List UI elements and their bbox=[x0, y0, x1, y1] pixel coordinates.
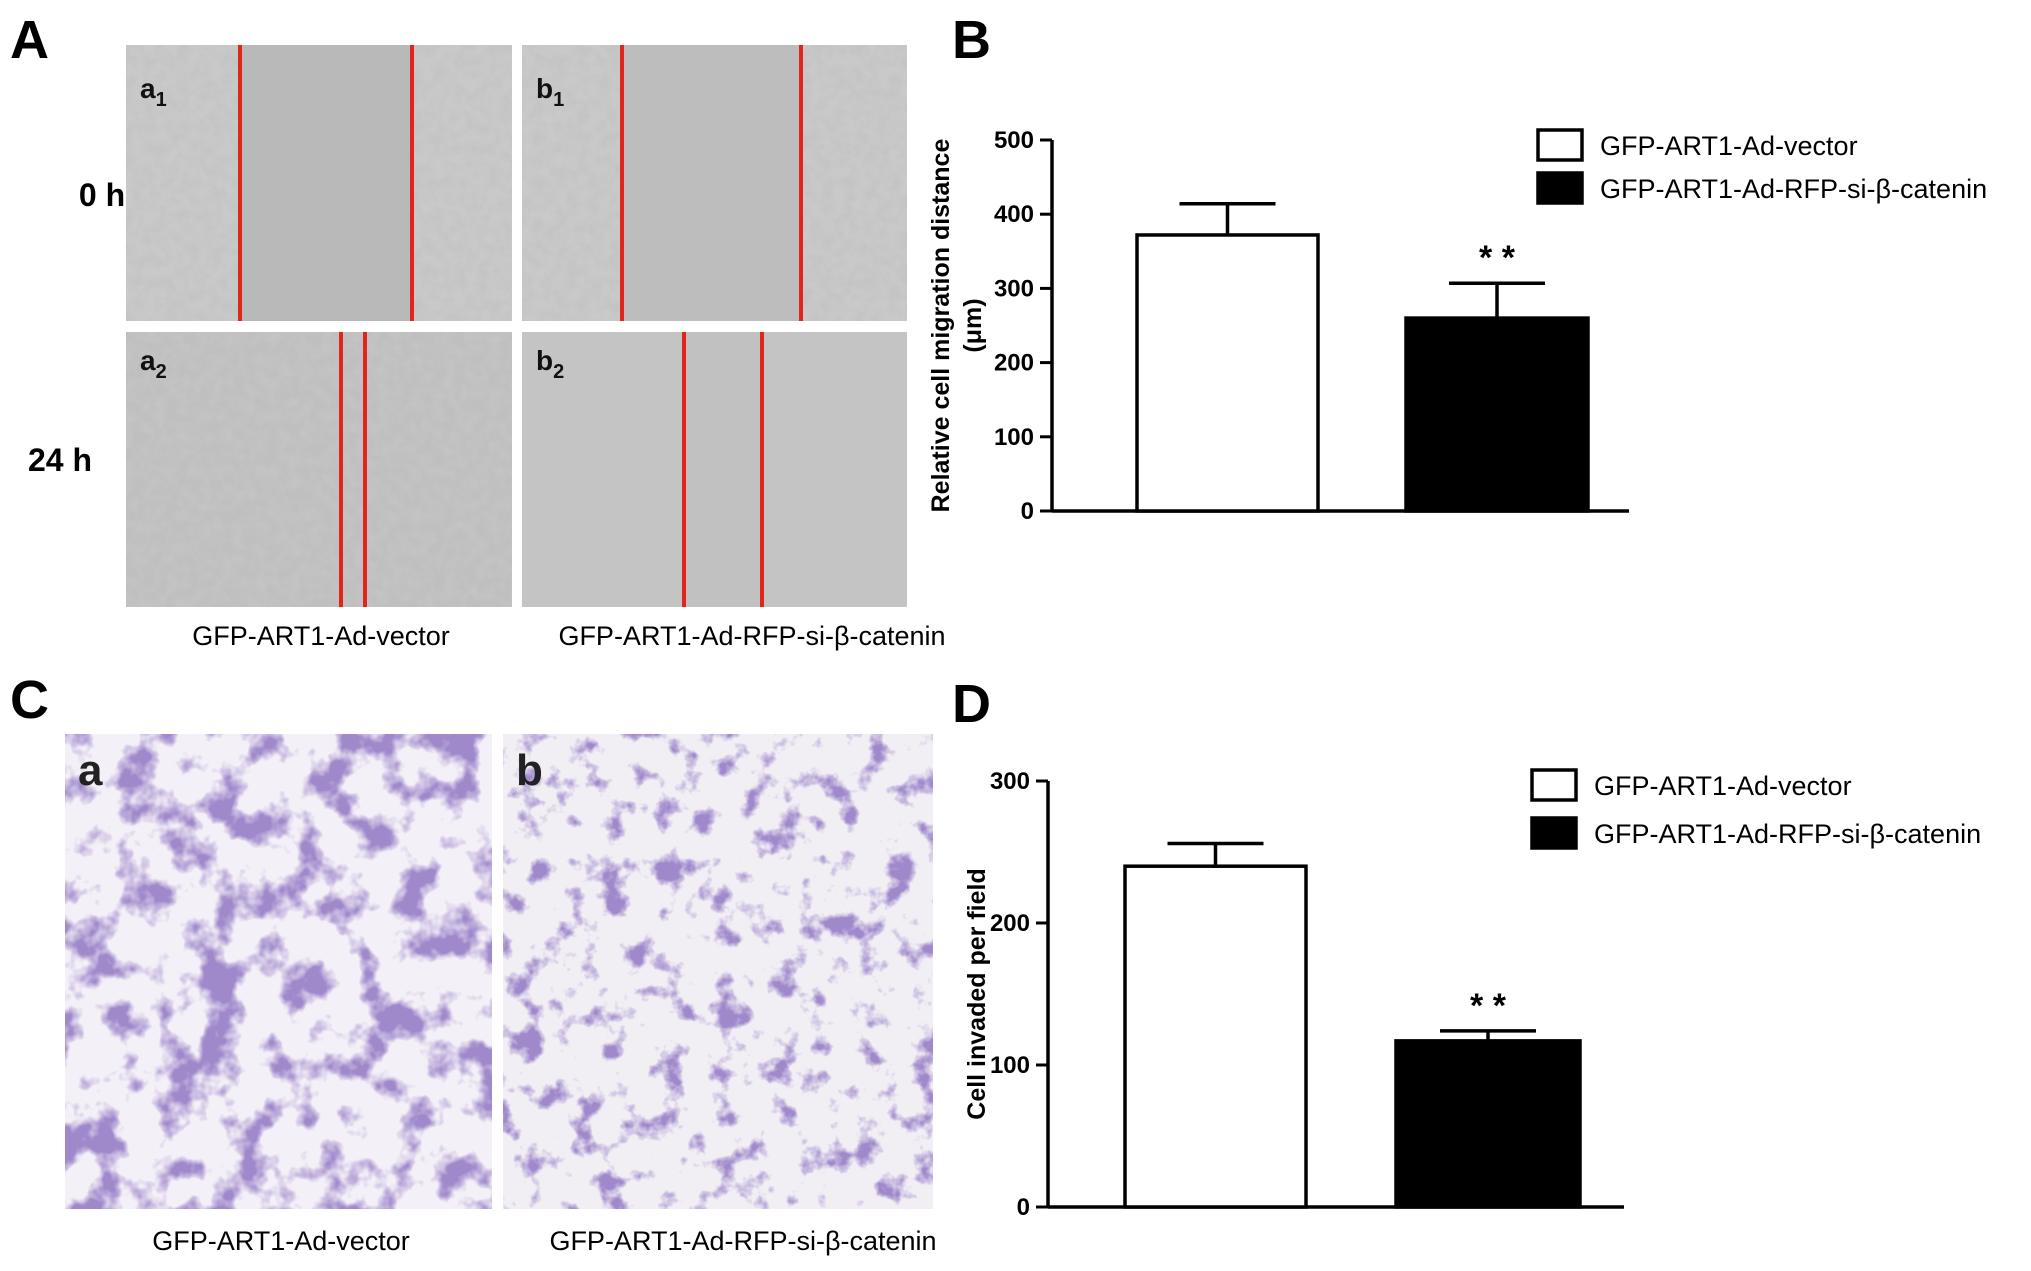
y-tick-label: 0 bbox=[1017, 1194, 1030, 1221]
row-label: 24 h bbox=[28, 442, 92, 478]
bar bbox=[1404, 316, 1590, 513]
image-label: b2 bbox=[536, 345, 564, 383]
image-label-sub: 1 bbox=[553, 89, 564, 111]
legend-label: GFP-ART1-Ad-vector bbox=[1600, 131, 1858, 161]
legend-swatch bbox=[1536, 171, 1584, 205]
image-label: a1 bbox=[140, 73, 167, 111]
bar bbox=[1135, 233, 1320, 513]
image-label: a bbox=[78, 746, 103, 795]
legend-swatch bbox=[1530, 816, 1578, 850]
legend-swatch bbox=[1530, 768, 1578, 802]
image-label-letter: b bbox=[536, 345, 553, 376]
legend-label: GFP-ART1-Ad-vector bbox=[1594, 771, 1852, 801]
image-label-letter: a bbox=[140, 345, 156, 376]
y-tick-label: 100 bbox=[990, 1052, 1030, 1079]
y-tick-label: 500 bbox=[994, 127, 1034, 154]
image-label-sub: 2 bbox=[553, 361, 564, 383]
caption: GFP-ART1-Ad-vector bbox=[152, 1226, 410, 1256]
image-label-sub: 1 bbox=[156, 89, 167, 111]
y-tick-label: 400 bbox=[994, 201, 1034, 228]
significance: * * bbox=[1479, 239, 1516, 277]
legend-swatch bbox=[1536, 128, 1584, 162]
panel-label: B bbox=[952, 10, 991, 70]
scratch-images bbox=[126, 45, 907, 607]
y-axis-label: (μm) bbox=[959, 298, 987, 352]
caption: GFP-ART1-Ad-vector bbox=[192, 621, 450, 651]
legend-label: GFP-ART1-Ad-RFP-si-β-catenin bbox=[1594, 819, 1981, 849]
image-label-sub: 2 bbox=[156, 361, 167, 383]
image-label: b1 bbox=[536, 73, 564, 111]
image-label: b bbox=[516, 746, 543, 795]
y-axis-label: Relative cell migration distance bbox=[927, 139, 955, 513]
row-label: 0 h bbox=[79, 177, 125, 213]
panel-label: D bbox=[952, 674, 991, 734]
y-tick-label: 200 bbox=[990, 910, 1030, 937]
caption: GFP-ART1-Ad-RFP-si-β-catenin bbox=[558, 621, 945, 651]
bar bbox=[1394, 1039, 1582, 1209]
bar bbox=[1123, 864, 1308, 1209]
y-tick-label: 300 bbox=[994, 275, 1034, 302]
y-tick-label: 300 bbox=[990, 768, 1030, 795]
y-tick-label: 200 bbox=[994, 350, 1034, 377]
image-label: a2 bbox=[140, 345, 167, 383]
image-label-letter: b bbox=[536, 73, 553, 104]
panel-label: C bbox=[10, 670, 49, 730]
y-axis-label: Cell invaded per field bbox=[963, 868, 991, 1119]
significance: * * bbox=[1470, 987, 1507, 1025]
panel-label: A bbox=[10, 10, 49, 70]
legend-label: GFP-ART1-Ad-RFP-si-β-catenin bbox=[1600, 174, 1987, 204]
invasion-images bbox=[65, 734, 933, 1209]
y-tick-label: 0 bbox=[1021, 498, 1034, 525]
y-tick-label: 100 bbox=[994, 424, 1034, 451]
caption: GFP-ART1-Ad-RFP-si-β-catenin bbox=[549, 1226, 936, 1256]
image-label-letter: a bbox=[140, 73, 156, 104]
